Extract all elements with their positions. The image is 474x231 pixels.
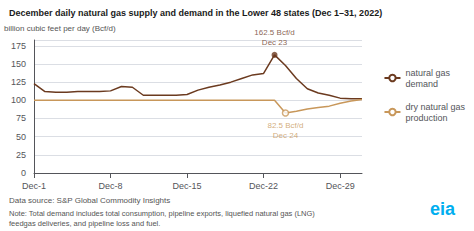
svg-text:demand: demand [405, 79, 438, 89]
svg-text:production: production [405, 113, 447, 123]
svg-text:0: 0 [21, 168, 26, 178]
svg-text:Dec-1: Dec-1 [22, 181, 46, 191]
svg-text:50: 50 [16, 132, 26, 142]
svg-text:Dec-22: Dec-22 [249, 181, 278, 191]
svg-text:Dec 23: Dec 23 [262, 38, 288, 47]
svg-text:eia: eia [430, 199, 456, 219]
svg-text:billion cubic feet per day (Bc: billion cubic feet per day (Bcf/d) [4, 24, 116, 33]
svg-text:dry natural gas: dry natural gas [405, 102, 465, 112]
svg-text:Dec-29: Dec-29 [326, 181, 355, 191]
svg-text:December daily natural gas sup: December daily natural gas supply and de… [9, 8, 382, 18]
svg-text:Data source: S&P Global Commod: Data source: S&P Global Commodity Insigh… [9, 196, 170, 205]
svg-text:Note: Total demand includes to: Note: Total demand includes total consum… [9, 209, 317, 218]
svg-text:150: 150 [11, 59, 26, 69]
svg-text:25: 25 [16, 150, 26, 160]
svg-text:125: 125 [11, 77, 26, 87]
svg-text:82.5 Bcf/d: 82.5 Bcf/d [267, 121, 303, 130]
svg-text:100: 100 [11, 95, 26, 105]
svg-text:162.5 Bcf/d: 162.5 Bcf/d [254, 28, 294, 37]
svg-text:Dec 24: Dec 24 [273, 131, 299, 140]
svg-text:75: 75 [16, 113, 26, 123]
svg-text:Dec-15: Dec-15 [173, 181, 202, 191]
svg-text:feedgas deliveries, and pipeli: feedgas deliveries, and pipeline loss an… [9, 219, 160, 228]
svg-text:175: 175 [11, 41, 26, 51]
svg-text:Dec-8: Dec-8 [99, 181, 123, 191]
svg-text:natural gas: natural gas [405, 68, 450, 78]
